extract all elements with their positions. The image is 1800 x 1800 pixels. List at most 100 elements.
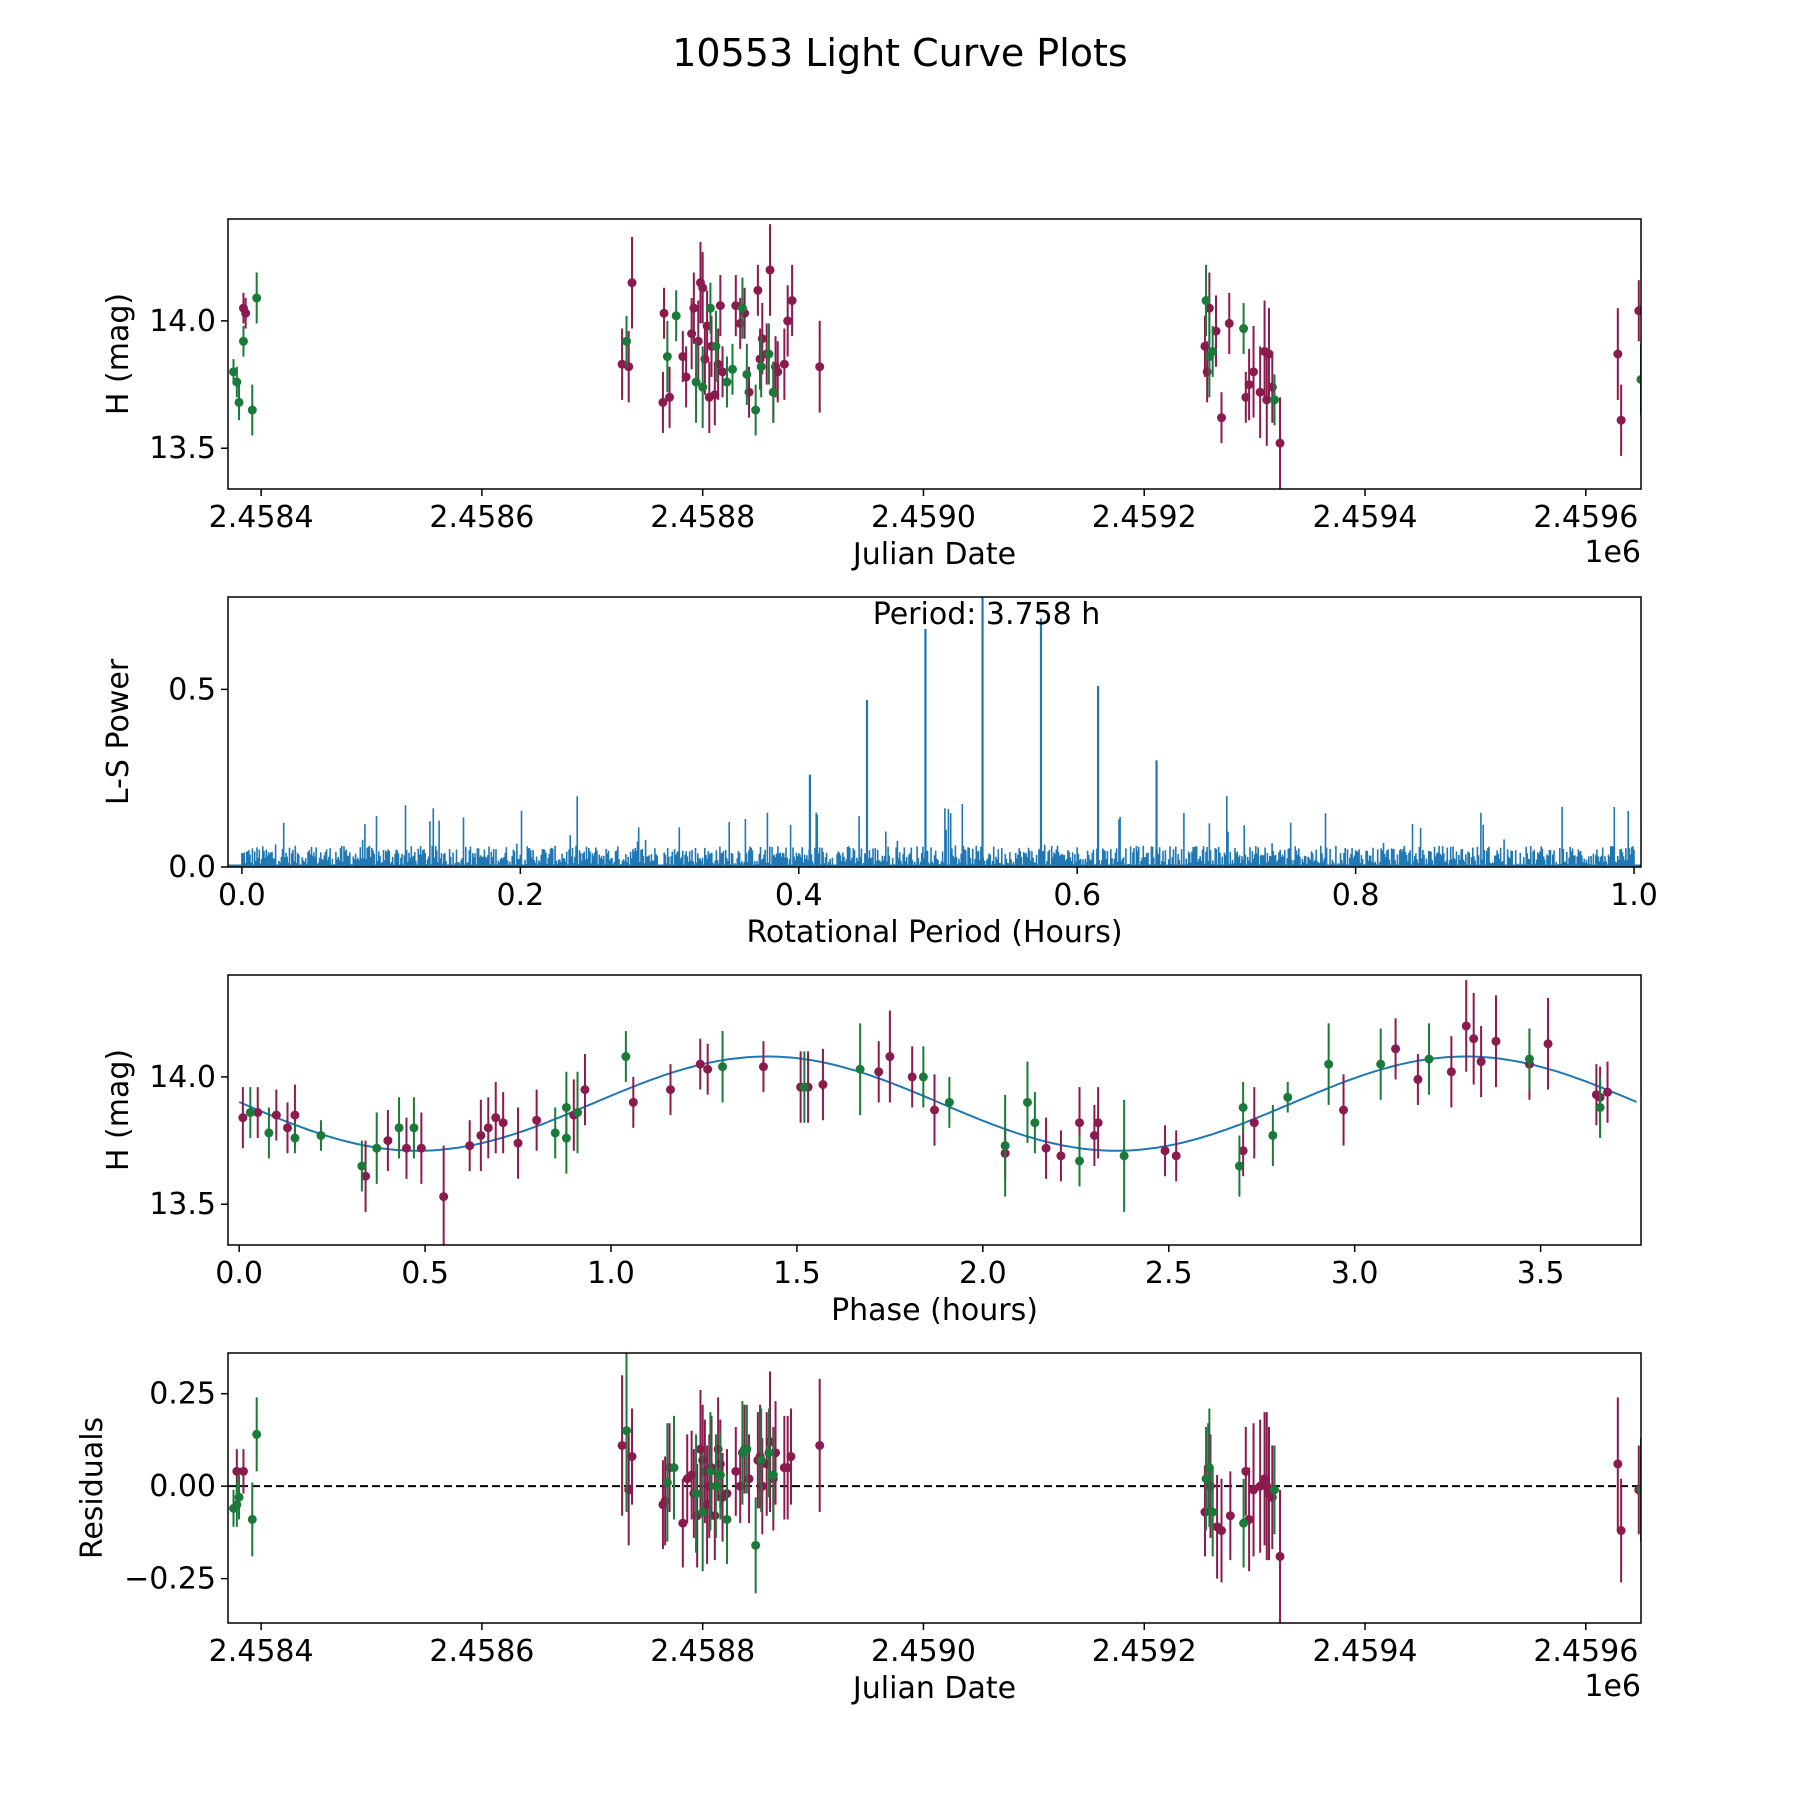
x-axis-label: Phase (hours) — [831, 1293, 1038, 1328]
red-point — [783, 1463, 793, 1473]
x-tick-label: 2.4592 — [1092, 1634, 1197, 1669]
green-point — [722, 377, 732, 387]
x-tick-label: 2.4586 — [429, 500, 534, 535]
red-point — [1160, 1146, 1170, 1156]
red-point — [513, 1138, 523, 1148]
red-point — [659, 308, 669, 318]
red-point — [1613, 349, 1623, 359]
red-point — [1446, 1067, 1456, 1077]
red-point — [773, 367, 783, 377]
red-point — [439, 1192, 449, 1202]
red-point — [628, 1097, 638, 1107]
green-point — [671, 311, 681, 321]
y-tick-label: 0.00 — [149, 1469, 216, 1504]
x-axis-label: Julian Date — [851, 537, 1016, 572]
red-point — [715, 301, 725, 311]
green-point — [764, 1448, 774, 1458]
green-point — [622, 336, 632, 346]
y-tick-label: 0.25 — [149, 1377, 216, 1412]
y-axis-label: Residuals — [75, 1417, 110, 1559]
red-point — [282, 1123, 292, 1133]
x-tick-label: 2.4584 — [209, 1634, 314, 1669]
model-curve — [238, 1055, 1637, 1152]
x-tick-label: 2.4588 — [650, 500, 755, 535]
red-point — [757, 334, 767, 344]
red-point — [753, 285, 763, 295]
red-point — [702, 321, 712, 331]
green-point — [1376, 1059, 1386, 1069]
red-point — [1613, 1459, 1623, 1469]
red-point — [665, 1085, 675, 1095]
red-point — [783, 316, 793, 326]
red-point — [1244, 380, 1254, 390]
x-offset-label: 1e6 — [1584, 535, 1641, 570]
red-point — [383, 1136, 393, 1146]
y-axis-label: H (mag) — [101, 293, 136, 415]
red-point — [710, 390, 720, 400]
x-tick-label: 0.6 — [1053, 878, 1101, 913]
x-tick-label: 0.0 — [218, 878, 266, 913]
green-point — [756, 1455, 766, 1465]
panels: 2.4584 2.4586 2.4588 2.4590 2.4592 2.4594 2.45… — [75, 218, 1658, 1706]
green-point — [409, 1123, 419, 1133]
green-point — [662, 1477, 672, 1487]
periodogram-noise — [241, 796, 1635, 867]
red-point — [580, 1085, 590, 1095]
red-point — [1461, 1021, 1471, 1031]
red-point — [874, 1067, 884, 1077]
red-point — [678, 352, 688, 362]
x-tick-label: 2.4594 — [1313, 1634, 1418, 1669]
green-point — [768, 1470, 778, 1480]
red-point — [627, 1452, 637, 1462]
green-point — [1595, 1102, 1605, 1112]
red-point — [765, 265, 775, 275]
y-axis-label: L-S Power — [101, 658, 136, 805]
green-point — [1201, 296, 1211, 306]
x-tick-label: 2.4590 — [871, 1634, 976, 1669]
red-point — [665, 392, 675, 402]
red-point — [1224, 318, 1234, 328]
x-tick-label: 0.0 — [215, 1256, 263, 1291]
green-point — [751, 1540, 761, 1550]
red-point — [885, 1052, 895, 1062]
red-point — [253, 1108, 263, 1118]
y-tick-label: 0.0 — [168, 850, 216, 885]
red-point — [689, 303, 699, 313]
red-point — [238, 1113, 248, 1123]
panel-phase-folded: 0.0 0.5 1.0 1.5 2.0 2.5 3.0 3.5 13.5 14.0 Phase (h… — [101, 974, 1642, 1328]
green-point — [1239, 324, 1249, 334]
x-axis-label: Julian Date — [851, 1671, 1016, 1706]
red-point — [1476, 1057, 1486, 1067]
red-point — [1241, 1466, 1251, 1476]
red-point — [815, 362, 825, 372]
y-tick-label: 14.0 — [149, 1060, 216, 1095]
green-point — [764, 349, 774, 359]
green-point — [247, 1514, 257, 1524]
green-point — [229, 367, 239, 377]
red-point — [1238, 1146, 1248, 1156]
red-point — [1249, 367, 1259, 377]
green-point — [1270, 395, 1280, 405]
green-point — [238, 336, 248, 346]
red-point — [703, 1064, 713, 1074]
red-point — [681, 372, 691, 382]
red-point — [658, 397, 668, 407]
green-point — [768, 387, 778, 397]
red-point — [1339, 1105, 1349, 1115]
plot-area — [229, 224, 1641, 489]
red-point — [465, 1141, 475, 1151]
green-point — [742, 369, 752, 379]
green-point — [290, 1133, 300, 1143]
green-point — [1636, 1485, 1641, 1495]
x-tick-label: 0.8 — [1332, 878, 1380, 913]
red-point — [1225, 1511, 1235, 1521]
green-point — [751, 405, 761, 415]
green-point — [918, 1072, 928, 1082]
red-point — [1075, 1118, 1085, 1128]
red-point — [1391, 1044, 1401, 1054]
red-point — [1616, 1526, 1626, 1536]
red-point — [1241, 392, 1251, 402]
y-tick-label: −0.25 — [124, 1562, 216, 1597]
red-point — [617, 1440, 627, 1450]
x-tick-label: 0.2 — [496, 878, 544, 913]
